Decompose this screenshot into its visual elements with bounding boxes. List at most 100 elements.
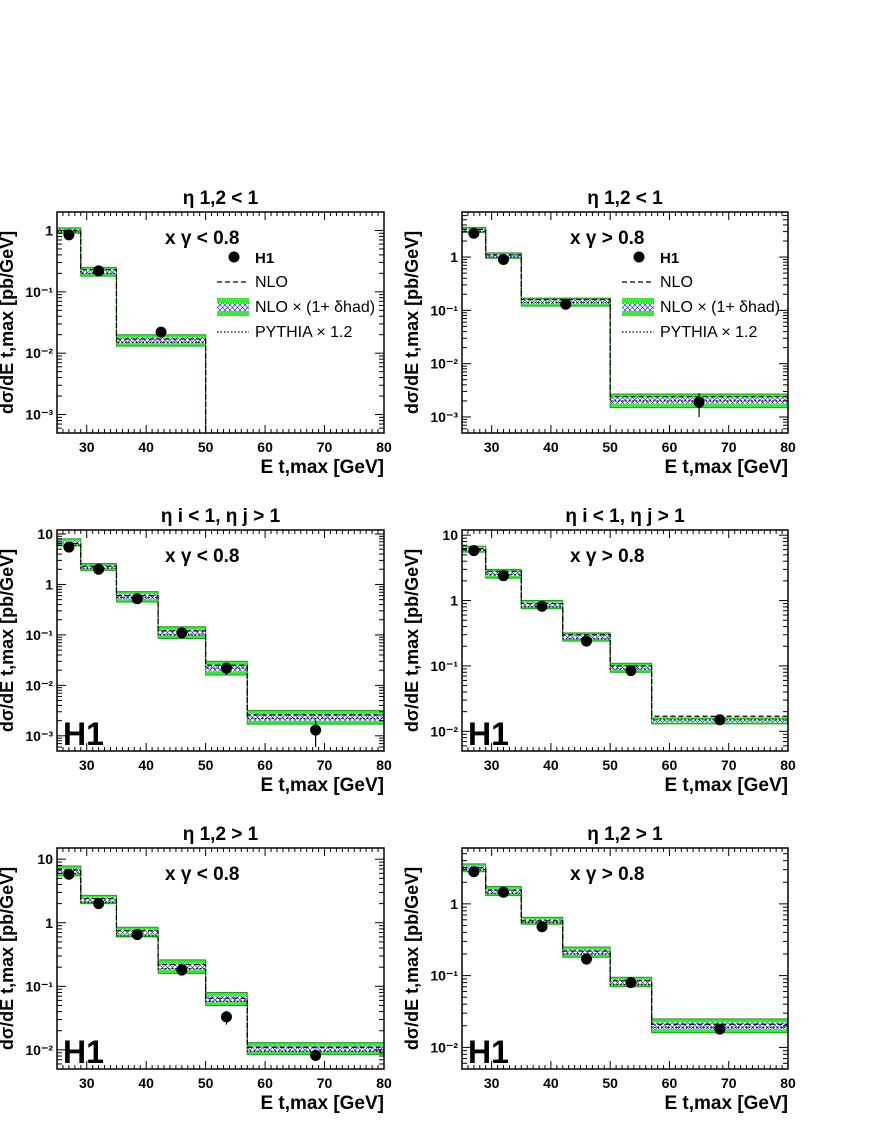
x-tick-label: 40 xyxy=(543,757,559,773)
legend-label-h1: H1 xyxy=(255,250,274,267)
band-hatch xyxy=(247,1045,384,1052)
data-point xyxy=(131,593,143,605)
h1-label: H1 xyxy=(63,716,104,752)
x-tick-label: 50 xyxy=(198,439,214,455)
data-point xyxy=(693,396,705,408)
y-tick-label: 1 xyxy=(45,576,53,592)
band-hatch xyxy=(116,337,206,344)
y-axis-label: dσ/dE t,max [pb/GeV] xyxy=(402,549,422,732)
band-edge-upper xyxy=(57,865,384,1044)
y-tick-label: 1 xyxy=(450,896,458,912)
x-tick-label: 30 xyxy=(79,439,95,455)
legend-label-nlo: NLO xyxy=(255,274,288,291)
band-edge-lower xyxy=(462,551,788,725)
legend-marker-band-hatch xyxy=(622,303,654,311)
y-axis-label: dσ/dE t,max [pb/GeV] xyxy=(0,549,17,732)
legend-label-pythia: PYTHIA × 1.2 xyxy=(660,324,757,341)
nlo-line xyxy=(462,866,788,1025)
data-point xyxy=(63,229,75,241)
y-axis-label: dσ/dE t,max [pb/GeV] xyxy=(402,867,422,1050)
x-tick-label: 60 xyxy=(257,1075,273,1091)
x-tick-label: 40 xyxy=(543,439,559,455)
x-tick-label: 60 xyxy=(662,439,678,455)
y-tick-label: 10⁻¹ xyxy=(430,658,458,674)
band-hatch xyxy=(562,949,611,955)
x-tick-label: 60 xyxy=(257,757,273,773)
data-point xyxy=(468,227,480,239)
x-tick-label: 50 xyxy=(602,439,618,455)
x-tick-label: 80 xyxy=(376,1075,392,1091)
legend-label-band: NLO × (1+ δhad) xyxy=(660,299,780,316)
y-tick-label: 10⁻¹ xyxy=(430,968,458,984)
band-edge-lower xyxy=(57,545,384,725)
data-point xyxy=(93,265,105,277)
x-tick-label: 40 xyxy=(138,757,154,773)
legend-label-h1: H1 xyxy=(660,250,679,267)
data-point xyxy=(625,665,637,677)
panel-title: η 1,2 < 1 xyxy=(587,188,663,209)
x-tick-label: 50 xyxy=(602,1075,618,1091)
y-tick-label: 10⁻¹ xyxy=(25,284,53,300)
h1-label: H1 xyxy=(63,1034,104,1070)
panel-2: 30 40 50 60 70 80 10⁻³ 10⁻² 10⁻¹ 1 η 1,2 < 1 x γ > … xyxy=(402,188,796,478)
panel-5: 30 40 50 60 70 80 10⁻² 10⁻¹ 1 10 η 1,2 > 1 x γ < 0.… xyxy=(0,824,392,1114)
y-tick-label: 10⁻³ xyxy=(430,409,458,425)
x-tick-label: 70 xyxy=(721,439,737,455)
x-tick-label: 60 xyxy=(257,439,273,455)
panel-3: 30 40 50 60 70 80 10⁻³ 10⁻² 10⁻¹ 1 10 η i < 1, η j … xyxy=(0,506,392,796)
panel-title: η 1,2 > 1 xyxy=(587,824,663,845)
data-point xyxy=(560,298,572,310)
x-tick-label: 70 xyxy=(317,757,333,773)
y-tick-label: 10⁻¹ xyxy=(430,302,458,318)
x-tick-label: 60 xyxy=(662,757,678,773)
plot-frame xyxy=(56,847,385,1070)
x-tick-label: 30 xyxy=(484,1075,500,1091)
x-axis-label: E t,max [GeV] xyxy=(260,775,384,796)
y-tick-label: 10⁻² xyxy=(430,1039,458,1055)
panel-title: η 1,2 < 1 xyxy=(183,188,259,209)
y-tick-label: 10⁻³ xyxy=(25,407,53,423)
plot-area xyxy=(462,545,788,726)
plot-frame xyxy=(461,847,789,1070)
x-tick-label: 50 xyxy=(602,757,618,773)
h1-label: H1 xyxy=(468,716,509,752)
legend-marker-h1 xyxy=(633,251,645,263)
legend-label-pythia: PYTHIA × 1.2 xyxy=(255,324,352,341)
data-point xyxy=(176,627,188,639)
plot-area xyxy=(462,226,788,417)
y-tick-label: 10⁻³ xyxy=(25,728,53,744)
y-tick-label: 10 xyxy=(442,527,458,543)
data-point xyxy=(497,570,509,582)
x-tick-label: 60 xyxy=(662,1075,678,1091)
nlo-line xyxy=(57,229,207,433)
y-tick-label: 1 xyxy=(45,222,53,238)
y-tick-label: 10⁻² xyxy=(25,1042,53,1058)
x-tick-label: 70 xyxy=(721,757,737,773)
band-edge-lower xyxy=(462,871,788,1034)
y-tick-label: 10⁻² xyxy=(25,345,53,361)
legend-marker-h1 xyxy=(228,251,240,263)
legend-marker-band-hatch xyxy=(217,303,249,311)
y-axis-label: dσ/dE t,max [pb/GeV] xyxy=(0,231,17,414)
data-point xyxy=(468,545,480,557)
plot-area xyxy=(57,865,384,1061)
x-tick-label: 30 xyxy=(484,439,500,455)
band-hatch xyxy=(521,919,563,923)
panel-1: 30 40 50 60 70 80 10⁻³ 10⁻² 10⁻¹ 1 η 1,2 < 1 x γ < … xyxy=(0,188,392,478)
nlo-line xyxy=(462,548,788,717)
x-tick-label: 70 xyxy=(317,1075,333,1091)
x-tick-label: 70 xyxy=(317,439,333,455)
y-tick-label: 10⁻¹ xyxy=(25,627,53,643)
band-hatch xyxy=(205,995,248,1003)
legend-label-band: NLO × (1+ δhad) xyxy=(255,299,375,316)
x-tick-label: 70 xyxy=(721,1075,737,1091)
y-tick-label: 1 xyxy=(45,915,53,931)
y-tick-label: 10 xyxy=(37,526,53,542)
data-point xyxy=(155,326,167,338)
y-tick-label: 10⁻¹ xyxy=(25,978,53,994)
plot-area xyxy=(57,538,384,748)
panel-4: 30 40 50 60 70 80 10⁻² 10⁻¹ 1 10 η i < 1, η j > 1 x… xyxy=(402,506,796,796)
y-axis-label: dσ/dE t,max [pb/GeV] xyxy=(402,231,422,414)
data-point xyxy=(220,662,232,674)
